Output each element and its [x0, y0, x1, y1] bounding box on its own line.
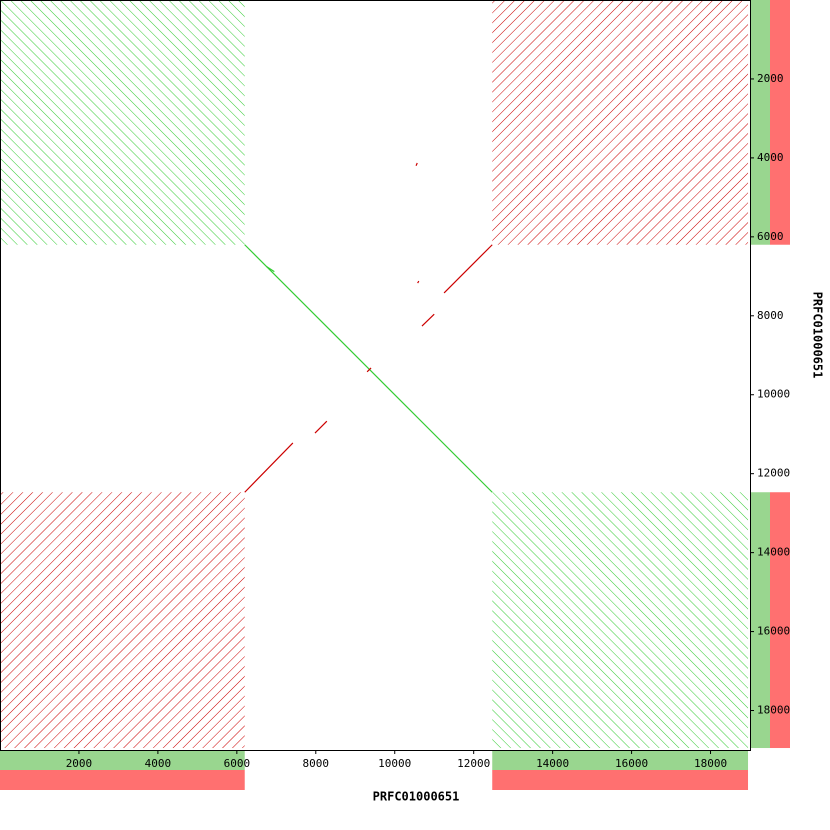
forward-repeat-block [492, 492, 749, 749]
bottom-forward-track [0, 751, 245, 770]
y-tick-label: 8000 [757, 309, 784, 322]
reverse-alignment [417, 280, 420, 284]
y-tick-label: 16000 [757, 625, 790, 638]
x-tick-label: 6000 [224, 757, 251, 770]
x-tick-label: 8000 [303, 757, 330, 770]
y-axis-title: PRFC01000651 [811, 292, 825, 379]
reverse-alignment [421, 313, 435, 327]
bottom-reverse-track [492, 770, 749, 790]
reverse-repeat-block [492, 0, 749, 245]
y-tick-label: 18000 [757, 704, 790, 717]
plot-frame [0, 0, 751, 751]
x-tick-label: 18000 [694, 757, 727, 770]
reverse-alignment [314, 420, 328, 434]
x-tick-label: 12000 [457, 757, 490, 770]
right-forward-track [751, 0, 770, 245]
x-tick-label: 14000 [536, 757, 569, 770]
forward-alignment [244, 244, 493, 493]
x-tick-label: 2000 [66, 757, 93, 770]
x-tick-label: 16000 [615, 757, 648, 770]
forward-alignment [266, 265, 275, 273]
y-tick-label: 10000 [757, 388, 790, 401]
y-tick-label: 14000 [757, 546, 790, 559]
reverse-alignment [415, 162, 418, 167]
right-reverse-track [770, 0, 790, 245]
reverse-alignment [244, 442, 294, 493]
y-tick-label: 4000 [757, 151, 784, 164]
reverse-alignment [443, 244, 493, 294]
right-forward-track [751, 492, 770, 749]
reverse-alignment [366, 367, 372, 373]
x-axis-title: PRFC01000651 [373, 790, 460, 804]
bottom-reverse-track [0, 770, 245, 790]
forward-repeat-block [0, 0, 245, 245]
x-tick-label: 4000 [145, 757, 172, 770]
x-tick-label: 10000 [378, 757, 411, 770]
y-tick-label: 12000 [757, 467, 790, 480]
reverse-repeat-block [0, 492, 245, 749]
y-tick-label: 6000 [757, 230, 784, 243]
y-tick-label: 2000 [757, 72, 784, 85]
right-reverse-track [770, 492, 790, 749]
bottom-forward-track [492, 751, 749, 770]
